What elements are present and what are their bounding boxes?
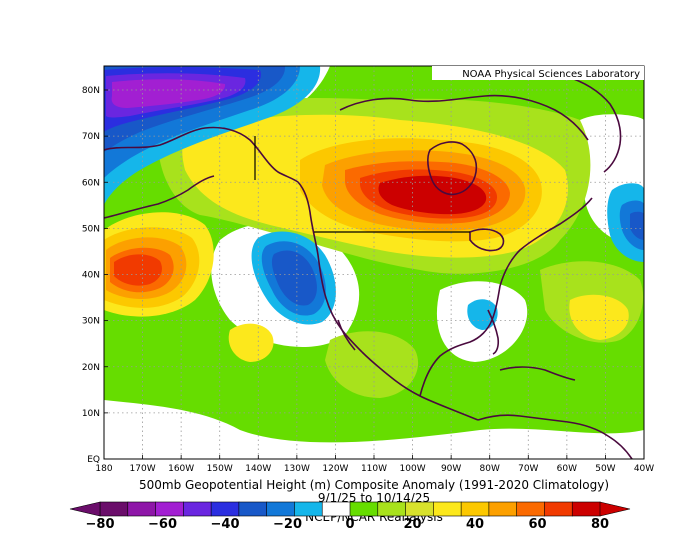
colorbar-label: 80 bbox=[591, 517, 609, 532]
colorbar-swatch bbox=[571, 501, 601, 517]
title-line-1: 500mb Geopotential Height (m) Composite … bbox=[139, 478, 609, 492]
positive-band-7-west bbox=[114, 254, 162, 286]
latitude-label: 70N bbox=[82, 132, 100, 142]
colorbar-swatch bbox=[544, 501, 573, 517]
title-line-2: 9/1/25 to 10/14/25 bbox=[318, 491, 430, 505]
longitude-label: 110W bbox=[361, 464, 387, 474]
colorbar-swatch bbox=[210, 501, 240, 517]
colorbar-swatch bbox=[99, 501, 129, 517]
neutral-region-south bbox=[104, 400, 644, 459]
latitude-label: 50N bbox=[82, 224, 100, 234]
coast-east-us bbox=[499, 197, 593, 287]
coast-aleutians bbox=[104, 175, 215, 219]
colorbar-labels: −80 −60 −40 −20 0 20 40 60 80 bbox=[86, 517, 610, 532]
longitude-label: 150W bbox=[207, 464, 233, 474]
colorbar-swatch bbox=[433, 501, 462, 517]
negative-band-6-arctic bbox=[111, 79, 226, 108]
latitude-label: 20N bbox=[82, 363, 100, 373]
colorbar-arrow-left bbox=[69, 501, 101, 517]
colorbar-swatch bbox=[238, 501, 268, 517]
longitude-label: 120W bbox=[322, 464, 348, 474]
colorbar-label: 20 bbox=[403, 517, 421, 532]
colorbar-arrow-right bbox=[599, 501, 631, 517]
colorbar-swatch bbox=[349, 501, 379, 517]
colorbar-swatch bbox=[377, 501, 407, 517]
longitude-label: 90W bbox=[441, 464, 461, 474]
colorbar-label: 0 bbox=[345, 517, 354, 532]
latitude-label: 60N bbox=[82, 178, 100, 188]
colorbar-label: 40 bbox=[466, 517, 484, 532]
credit-label: NOAA Physical Sciences Laboratory bbox=[462, 69, 640, 80]
longitude-label: 60W bbox=[557, 464, 577, 474]
colorbar-label: −80 bbox=[86, 517, 115, 532]
positive-band-8-central bbox=[378, 175, 487, 215]
coast-baja bbox=[337, 319, 356, 351]
colorbar-label: −20 bbox=[273, 517, 302, 532]
longitude-label: 140W bbox=[245, 464, 271, 474]
colorbar-label: −40 bbox=[211, 517, 240, 532]
longitude-label: 80W bbox=[480, 464, 500, 474]
colorbar-swatch bbox=[294, 501, 323, 517]
colorbar-swatch bbox=[460, 501, 490, 517]
longitude-label: 160W bbox=[168, 464, 194, 474]
colorbar-label: 60 bbox=[528, 517, 546, 532]
longitude-label: 100W bbox=[400, 464, 426, 474]
positive-patch-south-2 bbox=[325, 331, 419, 398]
colorbar-swatch bbox=[266, 501, 296, 517]
colorbar bbox=[69, 501, 631, 517]
coast-arctic-archipelago bbox=[339, 94, 589, 141]
colorbar-swatch bbox=[405, 501, 434, 517]
coast-gulf bbox=[419, 285, 501, 397]
longitude-label: 50W bbox=[595, 464, 615, 474]
positive-patch-east-2 bbox=[569, 294, 629, 340]
colorbar-swatch bbox=[127, 501, 157, 517]
longitude-label: 70W bbox=[518, 464, 538, 474]
map-gridlines bbox=[104, 66, 644, 459]
negative-band-3-pacific bbox=[271, 250, 317, 306]
latitude-label: EQ bbox=[87, 455, 100, 465]
colorbar-swatch bbox=[321, 501, 351, 517]
colorbar-label: −60 bbox=[148, 517, 177, 532]
colorbar-swatch bbox=[488, 501, 518, 517]
positive-patch-south bbox=[228, 323, 274, 362]
coast-alaska bbox=[104, 126, 299, 183]
coast-great-lakes bbox=[469, 228, 505, 252]
coast-south-america bbox=[477, 414, 633, 459]
coast-hudson-bay bbox=[427, 141, 478, 196]
credit-box bbox=[432, 66, 644, 80]
longitude-labels: 180 170W 160W 150W 140W 130W 120W 110W 100W 90W 80… bbox=[95, 455, 654, 474]
negative-band-3-northeast bbox=[630, 211, 644, 240]
colorbar-swatch bbox=[183, 501, 212, 517]
colorbar-swatch bbox=[516, 501, 546, 517]
longitude-label: 170W bbox=[130, 464, 156, 474]
negative-band-1-atlantic bbox=[467, 299, 498, 330]
longitude-label: 180 bbox=[95, 464, 112, 474]
longitude-label: 130W bbox=[284, 464, 310, 474]
latitude-label: 30N bbox=[82, 317, 100, 327]
latitude-labels: 80N 70N 60N 50N 40N 30N 20N 10N EQ bbox=[82, 86, 108, 465]
colorbar-swatch bbox=[155, 501, 184, 517]
latitude-label: 10N bbox=[82, 409, 100, 419]
anomaly-field bbox=[104, 66, 644, 459]
longitude-label: 40W bbox=[634, 464, 654, 474]
coast-florida bbox=[487, 309, 500, 355]
latitude-label: 40N bbox=[82, 271, 100, 281]
political-boundaries bbox=[254, 136, 470, 233]
latitude-label: 80N bbox=[82, 86, 100, 96]
coast-caribbean bbox=[499, 366, 576, 381]
